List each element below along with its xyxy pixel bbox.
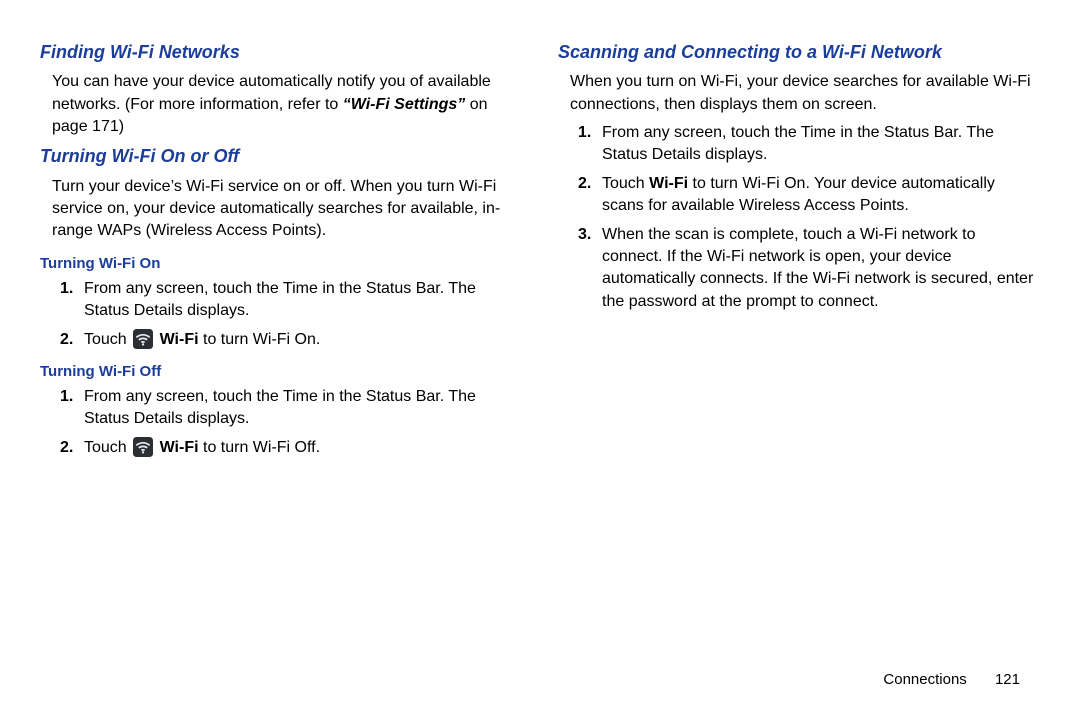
list-item: 1. From any screen, touch the Time in th… bbox=[578, 122, 1040, 167]
step-text: Touch Wi-Fi to turn Wi-Fi On. bbox=[84, 329, 522, 351]
scan-steps: 1. From any screen, touch the Time in th… bbox=[578, 122, 1040, 313]
heading-on: Turning Wi-Fi On bbox=[40, 253, 522, 274]
list-item: 2. Touch Wi-Fi to turn Wi-Fi Off. bbox=[60, 437, 522, 459]
step-number: 2. bbox=[60, 437, 84, 459]
step-bold: Wi-Fi bbox=[160, 331, 199, 348]
step-text: Touch Wi-Fi to turn Wi-Fi On. Your devic… bbox=[602, 173, 1040, 218]
finding-ref: “Wi-Fi Settings” bbox=[343, 96, 466, 113]
step-pre: Touch bbox=[84, 331, 131, 348]
step-text: From any screen, touch the Time in the S… bbox=[84, 278, 522, 323]
right-column: Scanning and Connecting to a Wi-Fi Netwo… bbox=[558, 40, 1040, 680]
list-item: 1. From any screen, touch the Time in th… bbox=[60, 386, 522, 431]
step-text: From any screen, touch the Time in the S… bbox=[602, 122, 1040, 167]
heading-scan: Scanning and Connecting to a Wi-Fi Netwo… bbox=[558, 40, 1040, 65]
list-item: 3. When the scan is complete, touch a Wi… bbox=[578, 224, 1040, 314]
step-bold: Wi-Fi bbox=[649, 175, 688, 192]
footer-page-number: 121 bbox=[995, 671, 1020, 688]
footer-section: Connections bbox=[883, 671, 966, 688]
step-pre: Touch bbox=[84, 439, 131, 456]
step-number: 3. bbox=[578, 224, 602, 314]
wifi-icon bbox=[133, 437, 153, 457]
page-content: Finding Wi-Fi Networks You can have your… bbox=[0, 0, 1080, 680]
onoff-body: Turn your device’s Wi-Fi service on or o… bbox=[52, 176, 522, 243]
page-footer: Connections 121 bbox=[883, 671, 1020, 688]
step-text: Touch Wi-Fi to turn Wi-Fi Off. bbox=[84, 437, 522, 459]
step-number: 1. bbox=[60, 386, 84, 431]
step-bold: Wi-Fi bbox=[160, 439, 199, 456]
step-pre: Touch bbox=[602, 175, 649, 192]
step-number: 1. bbox=[60, 278, 84, 323]
left-column: Finding Wi-Fi Networks You can have your… bbox=[40, 40, 522, 680]
step-text: When the scan is complete, touch a Wi-Fi… bbox=[602, 224, 1040, 314]
on-steps: 1. From any screen, touch the Time in th… bbox=[60, 278, 522, 351]
list-item: 2. Touch Wi-Fi to turn Wi-Fi On. bbox=[60, 329, 522, 351]
wifi-icon bbox=[133, 329, 153, 349]
step-number: 2. bbox=[60, 329, 84, 351]
heading-off: Turning Wi-Fi Off bbox=[40, 361, 522, 382]
finding-body: You can have your device automatically n… bbox=[52, 71, 522, 138]
scan-body: When you turn on Wi-Fi, your device sear… bbox=[570, 71, 1040, 116]
step-post: to turn Wi-Fi Off. bbox=[199, 439, 321, 456]
list-item: 1. From any screen, touch the Time in th… bbox=[60, 278, 522, 323]
heading-finding: Finding Wi-Fi Networks bbox=[40, 40, 522, 65]
step-number: 1. bbox=[578, 122, 602, 167]
step-text: From any screen, touch the Time in the S… bbox=[84, 386, 522, 431]
list-item: 2. Touch Wi-Fi to turn Wi-Fi On. Your de… bbox=[578, 173, 1040, 218]
heading-onoff: Turning Wi-Fi On or Off bbox=[40, 144, 522, 169]
step-number: 2. bbox=[578, 173, 602, 218]
step-post: to turn Wi-Fi On. bbox=[199, 331, 321, 348]
off-steps: 1. From any screen, touch the Time in th… bbox=[60, 386, 522, 459]
